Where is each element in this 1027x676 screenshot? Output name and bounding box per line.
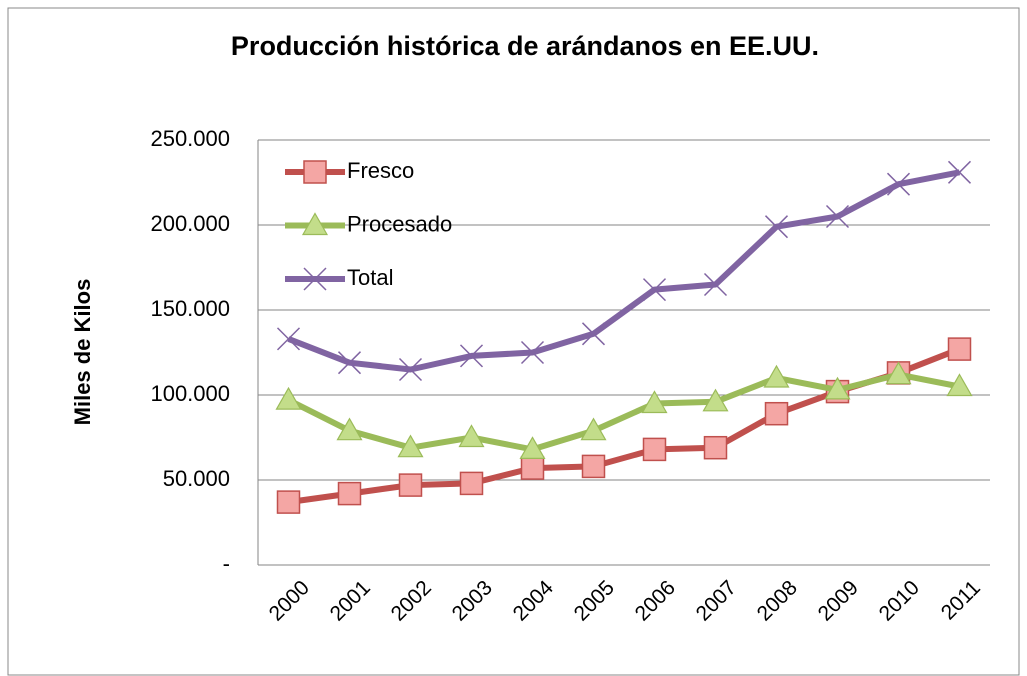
marker [581, 322, 606, 346]
series-line [287, 371, 961, 453]
legend-marker [303, 267, 327, 291]
y-tick-label: - [223, 551, 230, 576]
marker [824, 376, 851, 400]
y-axis-label: Miles de Kilos [70, 279, 95, 426]
marker [763, 364, 790, 388]
legend-label: Procesado [347, 211, 452, 236]
marker [885, 361, 912, 385]
marker [459, 471, 484, 496]
marker [520, 456, 545, 480]
legend-label: Total [347, 265, 393, 290]
legend-label: Fresco [347, 158, 414, 183]
marker [275, 386, 302, 410]
marker [581, 454, 606, 479]
marker [642, 278, 667, 302]
marker [458, 424, 485, 448]
marker [276, 490, 301, 514]
y-tick-label: 250.000 [150, 126, 230, 151]
marker [703, 435, 728, 460]
marker [703, 272, 728, 297]
marker [337, 351, 362, 375]
chart-border [7, 7, 1020, 676]
marker [398, 473, 423, 497]
marker [947, 160, 972, 184]
legend-marker [303, 160, 327, 184]
marker [642, 437, 667, 462]
marker [946, 373, 973, 397]
marker [702, 388, 729, 412]
marker [580, 417, 607, 441]
marker [337, 481, 362, 506]
marker [947, 337, 972, 361]
chart-title: Producción histórica de arándanos en EE.… [231, 31, 819, 61]
marker [825, 204, 850, 229]
marker [764, 401, 789, 426]
y-tick-label: 100.000 [150, 381, 230, 406]
marker [764, 215, 789, 239]
y-tick-label: 200.000 [150, 211, 230, 236]
marker [459, 344, 484, 368]
marker [519, 436, 546, 459]
marker [520, 340, 545, 365]
marker [641, 390, 668, 414]
marker [886, 172, 911, 196]
marker [397, 434, 424, 458]
y-tick-label: 50.000 [163, 466, 230, 491]
marker [336, 417, 363, 441]
marker [398, 357, 423, 382]
marker [276, 327, 301, 351]
legend-marker [301, 212, 329, 236]
series-line [287, 169, 961, 373]
y-tick-label: 150.000 [150, 296, 230, 321]
